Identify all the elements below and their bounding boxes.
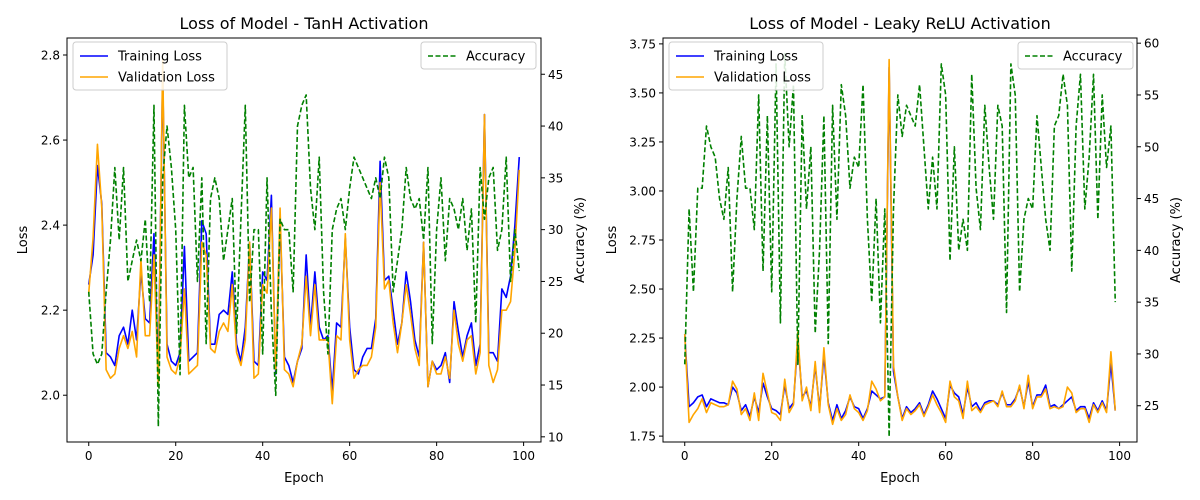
y-axis-ticks: 2.0 2.2 2.4 2.6 2.8: [41, 49, 67, 403]
legend-label-validation-loss: Validation Loss: [714, 71, 811, 86]
legend-box: [1017, 41, 1134, 70]
series-layer: [87, 58, 521, 428]
chart-title: Loss of Model - TanH Activation: [180, 14, 429, 33]
y-axis-label: Loss: [16, 226, 31, 255]
y-axis-label: Loss: [605, 226, 620, 255]
x-tick-label: 0: [85, 449, 93, 463]
plot-frame: [662, 37, 1138, 443]
y2-tick-label: 55: [1144, 88, 1159, 102]
plot-frame: [66, 37, 542, 443]
y2-axis-ticks: 25 30 35 40 45 50 55 60: [1137, 37, 1159, 413]
y-tick-label: 1.75: [629, 430, 656, 444]
y-tick-label: 2.6: [41, 134, 60, 148]
y-tick-label: 2.8: [41, 49, 60, 63]
x-tick-label: 0: [681, 449, 689, 463]
y-tick-label: 2.2: [41, 304, 60, 318]
y2-tick-label: 15: [548, 379, 563, 393]
x-axis-ticks: 0 20 40 60 80 100: [681, 442, 1131, 463]
y-tick-label: 2.0: [41, 389, 60, 403]
y2-tick-label: 25: [1144, 399, 1159, 413]
y-tick-label: 2.50: [629, 283, 656, 297]
x-tick-label: 60: [342, 449, 357, 463]
y2-axis-label: Accuracy (%): [573, 197, 588, 283]
y2-tick-label: 45: [548, 68, 563, 82]
y2-tick-label: 35: [1144, 296, 1159, 310]
y2-axis-label: Accuracy (%): [1169, 197, 1184, 283]
y-tick-label: 3.75: [629, 37, 656, 51]
y2-tick-label: 10: [548, 430, 563, 444]
y2-tick-label: 40: [548, 120, 563, 134]
x-tick-label: 100: [512, 449, 535, 463]
legend-label-training-loss: Training Loss: [117, 50, 202, 65]
x-tick-label: 60: [938, 449, 953, 463]
legend-loss: Training Loss Validation Loss: [72, 41, 228, 91]
series-line-validation-loss: [87, 58, 521, 405]
y2-tick-label: 35: [548, 171, 563, 185]
legend-loss: Training Loss Validation Loss: [668, 41, 824, 91]
y2-tick-label: 20: [548, 327, 563, 341]
y-tick-label: 2.4: [41, 219, 60, 233]
y-axis-ticks: 1.75 2.00 2.25 2.50 2.75 3.00 3.25 3.50 3.75: [629, 37, 663, 444]
y-tick-label: 2.25: [629, 332, 656, 346]
y2-tick-label: 40: [1144, 244, 1159, 258]
x-axis-label: Epoch: [284, 471, 324, 486]
series-line-validation-loss: [683, 58, 1117, 426]
x-axis-label: Epoch: [880, 471, 920, 486]
y-tick-label: 3.00: [629, 184, 656, 198]
y2-tick-label: 45: [1144, 192, 1159, 206]
legend-label-validation-loss: Validation Loss: [118, 71, 215, 86]
x-tick-label: 20: [168, 449, 183, 463]
series-layer: [683, 52, 1117, 438]
legend-accuracy: Accuracy: [1017, 41, 1134, 70]
series-line-accuracy: [87, 94, 521, 428]
y2-tick-label: 30: [548, 223, 563, 237]
x-tick-label: 100: [1108, 449, 1131, 463]
series-line-accuracy: [683, 52, 1117, 438]
legend-accuracy: Accuracy: [420, 41, 537, 70]
y-tick-label: 2.75: [629, 234, 656, 248]
y-tick-label: 3.25: [629, 135, 656, 149]
y-tick-label: 2.00: [629, 381, 656, 395]
y-tick-label: 3.50: [629, 86, 656, 100]
y2-tick-label: 25: [548, 275, 563, 289]
x-axis-ticks: 0 20 40 60 80 100: [85, 442, 535, 463]
chart-title: Loss of Model - Leaky ReLU Activation: [749, 14, 1050, 33]
legend-label-training-loss: Training Loss: [713, 50, 798, 65]
chart-tanh: Loss of Model - TanH Activation 0 20 40 60 8…: [16, 14, 588, 486]
y2-tick-label: 50: [1144, 140, 1159, 154]
x-tick-label: 20: [764, 449, 779, 463]
y2-axis-ticks: 10 15 20 25 30 35 40 45: [541, 68, 563, 444]
chart-leaky-relu: Loss of Model - Leaky ReLU Activation 0 2…: [605, 14, 1184, 486]
legend-label-accuracy: Accuracy: [466, 50, 526, 65]
y2-tick-label: 30: [1144, 347, 1159, 361]
x-tick-label: 80: [1025, 449, 1040, 463]
legend-box: [420, 41, 537, 70]
legend-box: [668, 41, 824, 91]
x-tick-label: 80: [429, 449, 444, 463]
x-tick-label: 40: [255, 449, 270, 463]
y2-tick-label: 60: [1144, 37, 1159, 51]
legend-box: [72, 41, 228, 91]
legend-label-accuracy: Accuracy: [1063, 50, 1123, 65]
x-tick-label: 40: [851, 449, 866, 463]
